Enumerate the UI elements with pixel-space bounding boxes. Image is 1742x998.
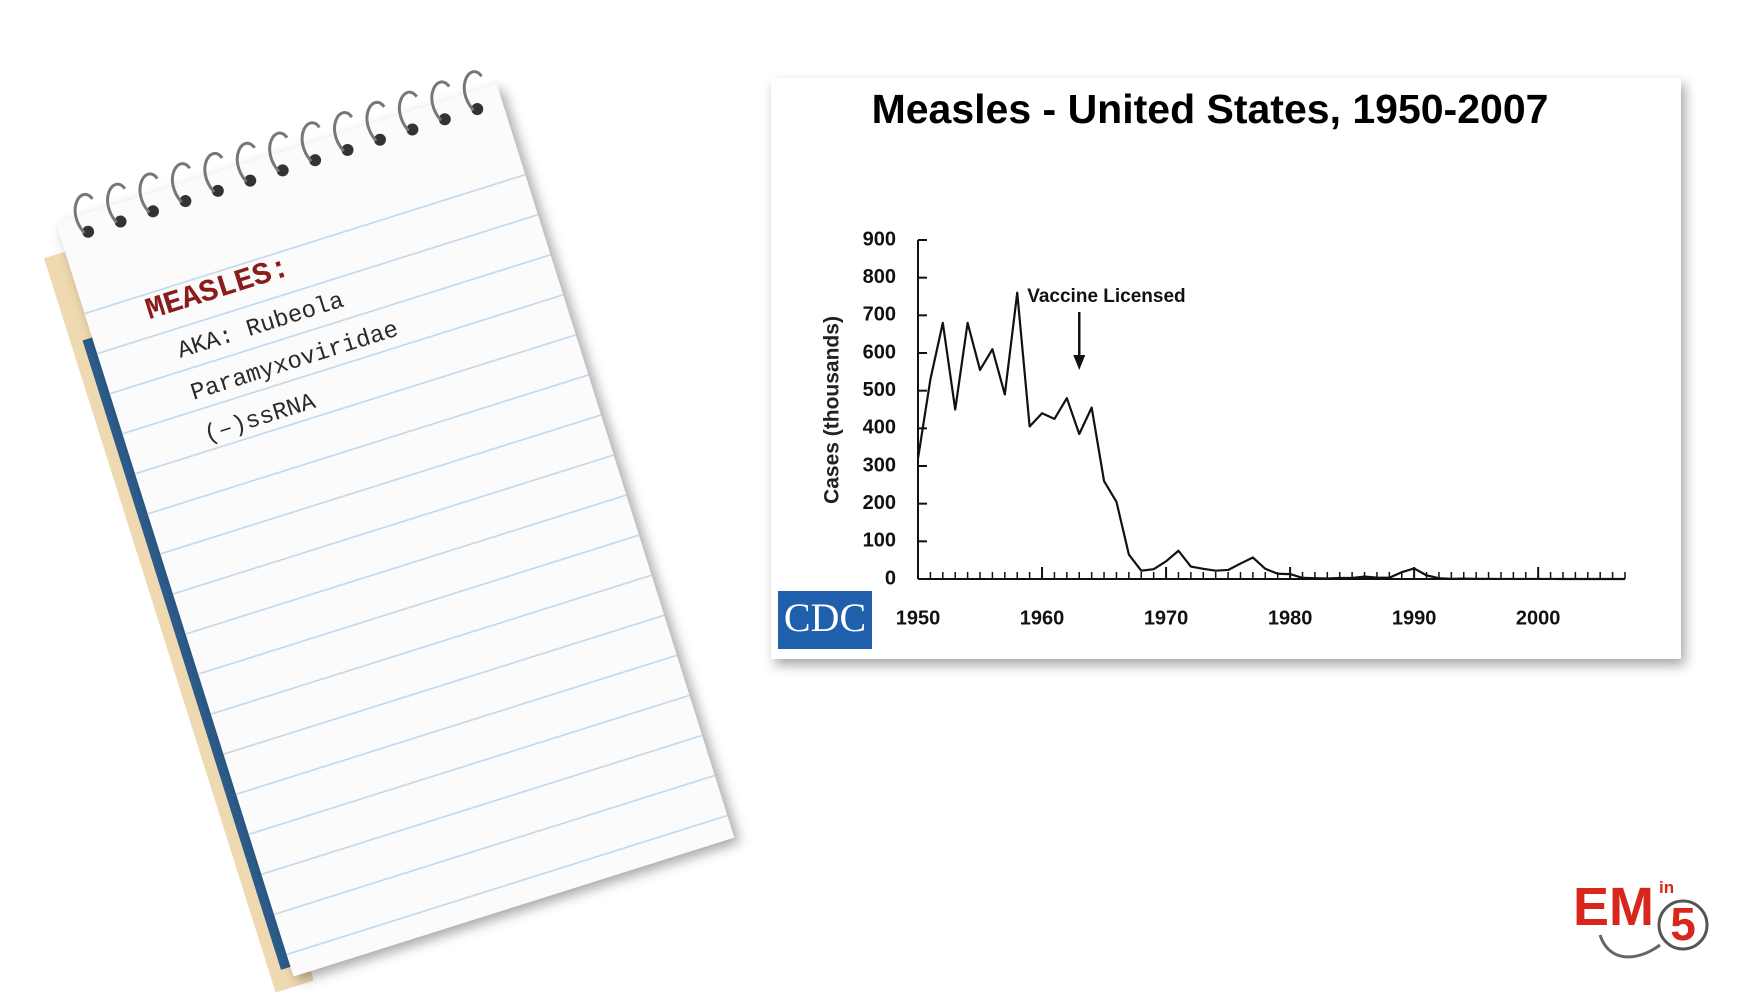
ring-hole [276,164,289,177]
cdc-logo-text: CDC [784,595,866,640]
series-line [916,291,1625,581]
x-tick-label: 1950 [896,607,941,629]
y-tick-label: 200 [863,492,896,514]
y-axis-label: Cases (thousands) [821,316,844,504]
x-tick-label: 1960 [1020,607,1065,629]
ring [106,182,127,224]
ring [73,192,94,234]
ring-hole [82,225,95,238]
chart-title: Measles - United States, 1950-2007 [872,86,1549,132]
y-tick-label: 700 [863,304,896,326]
ring [235,141,256,183]
ruled-lines [74,141,735,977]
y-tick-label: 100 [863,530,896,552]
notebook: MEASLES: AKA: Rubeola Paramyxoviridae (–… [44,70,735,993]
ring-hole [211,184,224,197]
y-tick-label: 800 [863,266,896,288]
x-tick-label: 1980 [1268,607,1313,629]
y-tick-label: 300 [863,454,896,476]
ring-hole [179,195,192,208]
y-tick-label: 500 [863,379,896,401]
ring-hole [146,205,159,218]
ring-hole [471,103,484,116]
x-tick-label: 1970 [1144,607,1189,629]
ring [300,121,321,163]
ring-hole [341,143,354,156]
ring-hole [406,123,419,136]
spiral [73,70,484,238]
chart-card [771,78,1681,659]
logo-ring [1657,899,1709,951]
y-tick-label: 600 [863,341,896,363]
y-tick-label: 400 [863,417,896,439]
annotation: Vaccine Licensed [1027,286,1185,307]
ring [203,152,224,194]
ring [138,172,159,214]
y-tick-label: 900 [863,228,896,250]
logo-stethoscope [1598,934,1661,959]
logo-number: 5 [1670,898,1696,950]
ring-hole [438,113,451,126]
ring-hole [373,133,386,146]
ring-hole [244,174,257,187]
annotation-arrowhead [1073,355,1086,370]
ring [462,70,483,112]
y-tick-label: 0 [885,567,896,589]
logo-small: in [1659,878,1674,897]
cdc-logo [778,591,872,649]
ring [430,80,451,122]
logo-main: EM [1573,877,1654,937]
ring [365,100,386,142]
em-logo: EM in 5 [1573,877,1709,959]
ring [397,90,418,132]
ring [333,111,354,153]
ring-hole [114,215,127,228]
ring [170,162,191,204]
x-tick-label: 1990 [1392,607,1437,629]
ring [268,131,289,173]
ring-hole [309,154,322,167]
x-tick-label: 2000 [1516,607,1561,629]
plot: 0 100 200 300 400 500 600 700 800 900 1950 1960 1970… [863,228,1626,629]
